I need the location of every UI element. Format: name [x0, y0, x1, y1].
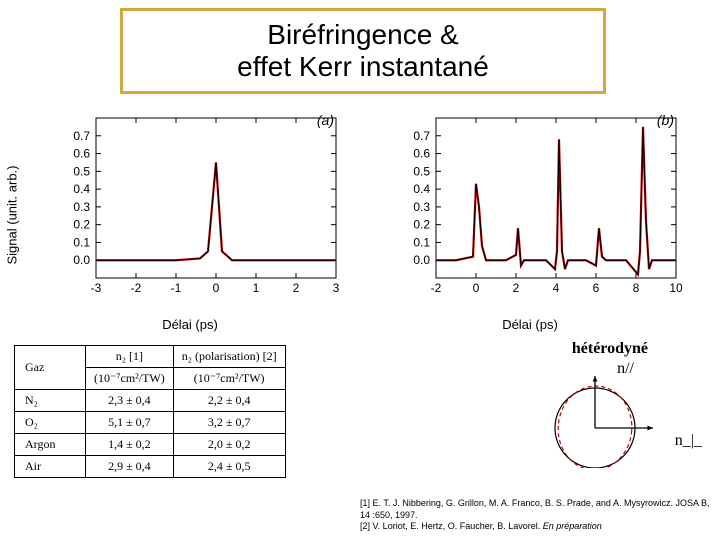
svg-text:1: 1	[253, 281, 260, 295]
svg-text:0.0: 0.0	[413, 253, 430, 267]
cell-c1: 5,1 ± 0,7	[86, 412, 174, 434]
x-axis-label-a: Délai (ps)	[162, 317, 218, 332]
cell-gas: Air	[15, 456, 86, 478]
svg-text:0.6: 0.6	[73, 147, 90, 161]
svg-text:0.5: 0.5	[73, 164, 90, 178]
svg-text:4: 4	[553, 281, 560, 295]
svg-text:0.5: 0.5	[413, 164, 430, 178]
svg-text:3: 3	[333, 281, 340, 295]
ref-2: [2] V. Loriot, E. Hertz, O. Faucher, B. …	[360, 521, 720, 532]
chart-panel-b: (b) -202468100.00.10.20.30.40.50.60.7 Dé…	[360, 100, 700, 330]
svg-text:0.4: 0.4	[73, 182, 90, 196]
svg-text:-3: -3	[91, 281, 102, 295]
th-c2-unit: (10⁻⁷cm²/TW)	[173, 368, 285, 390]
data-table: Gaz n₂ [1] n₂ (polarisation) [2] (10⁻⁷cm…	[14, 345, 286, 478]
th-c2-top: n₂ (polarisation) [2]	[173, 346, 285, 368]
svg-text:-2: -2	[131, 281, 142, 295]
svg-text:6: 6	[593, 281, 600, 295]
ref-2-italic: En préparation	[543, 521, 602, 531]
ref-2-prefix: [2] V. Loriot, E. Hertz, O. Faucher, B. …	[360, 521, 543, 531]
svg-text:2: 2	[293, 281, 300, 295]
cell-gas: O₂	[15, 412, 86, 434]
svg-text:0.6: 0.6	[413, 147, 430, 161]
svg-text:0.2: 0.2	[413, 218, 430, 232]
svg-text:0: 0	[213, 281, 220, 295]
svg-text:0.1: 0.1	[413, 235, 430, 249]
svg-text:8: 8	[633, 281, 640, 295]
table-row: O₂5,1 ± 0,73,2 ± 0,7	[15, 412, 286, 434]
chart-b-svg: -2 0 2 4 6 8 10 0.0 0.1 0.2 0.3 0.4 0.5 0.6 0.7	[396, 108, 686, 308]
title-box: Biréfringence &effet Kerr instantané	[120, 8, 606, 94]
svg-text:0: 0	[473, 281, 480, 295]
chart-a-svg: -3 -2 -1 0 1 2 3 0.0 0.1 0.2 0.3 0.4 0.5 0.6 0.7	[56, 108, 346, 308]
table-row: N₂2,3 ± 0,42,2 ± 0,4	[15, 390, 286, 412]
table-header-row: Gaz n₂ [1] n₂ (polarisation) [2]	[15, 346, 286, 368]
svg-text:0.3: 0.3	[73, 200, 90, 214]
th-gas: Gaz	[15, 346, 86, 390]
cell-gas: N₂	[15, 390, 86, 412]
table-row: Air2,9 ± 0,42,4 ± 0,5	[15, 456, 286, 478]
cell-c1: 2,3 ± 0,4	[86, 390, 174, 412]
y-axis-label: Signal (unit. arb.)	[5, 166, 20, 265]
references: [1] E. T. J. Nibbering, G. Grillon, M. A…	[360, 498, 720, 532]
svg-text:2: 2	[513, 281, 520, 295]
svg-text:0.7: 0.7	[73, 129, 90, 143]
cell-c1: 1,4 ± 0,2	[86, 434, 174, 456]
cell-gas: Argon	[15, 434, 86, 456]
page-title: Biréfringence &effet Kerr instantané	[237, 19, 489, 83]
svg-text:0.4: 0.4	[413, 182, 430, 196]
cell-c1: 2,9 ± 0,4	[86, 456, 174, 478]
chart-panel-a: Signal (unit. arb.) (a) -3-2-101230.00.1…	[20, 100, 360, 330]
svg-text:-2: -2	[431, 281, 442, 295]
cell-c2: 2,0 ± 0,2	[173, 434, 285, 456]
heterodyne-label: hétérodyné	[572, 340, 648, 358]
title-line: Biréfringence &effet Kerr instantané	[237, 19, 489, 82]
charts-area: Signal (unit. arb.) (a) -3-2-101230.00.1…	[20, 100, 700, 330]
svg-text:0.3: 0.3	[413, 200, 430, 214]
table-row: Argon1,4 ± 0,22,0 ± 0,2	[15, 434, 286, 456]
th-c1-unit: (10⁻⁷cm²/TW)	[86, 368, 174, 390]
n-perpendicular-label: n_|_	[675, 432, 702, 450]
cell-c2: 2,4 ± 0,5	[173, 456, 285, 478]
svg-text:0.1: 0.1	[73, 235, 90, 249]
cell-c2: 2,2 ± 0,4	[173, 390, 285, 412]
svg-text:10: 10	[669, 281, 683, 295]
svg-text:-1: -1	[171, 281, 182, 295]
cell-c2: 3,2 ± 0,7	[173, 412, 285, 434]
diagram-svg	[550, 368, 660, 468]
svg-text:0.2: 0.2	[73, 218, 90, 232]
x-axis-label-b: Délai (ps)	[502, 317, 558, 332]
polarization-diagram	[550, 368, 660, 468]
ref-1: [1] E. T. J. Nibbering, G. Grillon, M. A…	[360, 498, 720, 521]
svg-text:0.0: 0.0	[73, 253, 90, 267]
table-body: N₂2,3 ± 0,42,2 ± 0,4O₂5,1 ± 0,73,2 ± 0,7…	[15, 390, 286, 478]
svg-text:0.7: 0.7	[413, 129, 430, 143]
th-c1-top: n₂ [1]	[86, 346, 174, 368]
